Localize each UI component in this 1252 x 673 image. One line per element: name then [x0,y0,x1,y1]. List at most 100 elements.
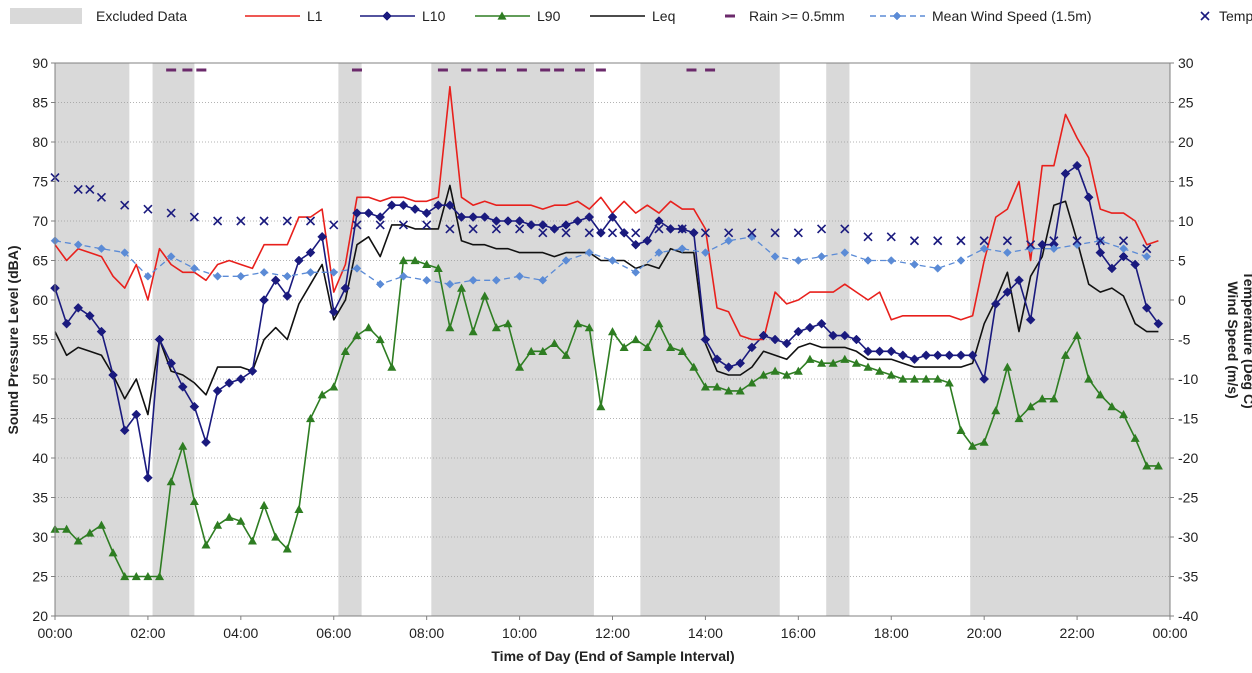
l10-point [561,220,571,230]
l10-point [839,330,850,341]
l10-point [375,212,386,222]
y-left-tick-label: 80 [32,134,48,150]
l90-point [689,362,699,371]
l10-point [305,247,316,258]
legend-leq-label: Leq [652,8,675,24]
l90-point [178,441,188,450]
l90-point [433,263,443,272]
l10-point [770,334,780,345]
l10-point [898,350,908,361]
y-axis-right-title-wind: Wind Speed (m/s) [1225,281,1241,398]
mean-wind-speed-1-5m-point [97,244,106,254]
mean-wind-speed-1-5m-point [608,256,617,265]
series-markers [50,160,1164,581]
y-left-tick-label: 50 [32,371,48,387]
mean-wind-speed-1-5m-point [1049,244,1059,254]
l10-point [1014,275,1024,286]
mean-wind-speed-1-5m-point [259,267,269,277]
x-tick-label: 20:00 [967,625,1002,641]
mean-wind-speed-1-5m-point [375,279,385,289]
legend-temp-swatch [1200,11,1210,21]
y-left-tick-label: 60 [32,292,48,308]
l10-point [143,472,153,483]
l90-point [1153,461,1163,470]
legend-l10-swatch-marker [382,11,392,21]
temp-point [515,224,525,234]
l10-point [688,227,699,238]
l90-point [933,374,943,383]
temp-point [398,220,409,230]
legend-mean-wind-speed-1-5m-swatch-marker [892,11,902,21]
l10-point [201,437,211,448]
l90-point [677,346,687,355]
mean-wind-speed-1-5m-point [910,260,919,269]
l10-point [131,409,142,420]
x-tick-label: 00:00 [1152,625,1187,641]
mean-wind-speed-1-5m-point [166,252,176,261]
l90-point [1049,394,1059,403]
l10-point [1095,247,1106,258]
excluded-data-bands [55,63,1170,616]
l10-point [793,326,804,337]
mean-wind-speed-1-5m-point [468,275,478,285]
mean-wind-speed-1-5m-point [886,256,896,265]
temp-point [85,184,95,194]
mean-wind-speed-1-5m-point [863,256,873,265]
temp-point [282,216,292,226]
temp-point [352,220,362,230]
temp-point [724,228,734,238]
l90-point [608,327,617,336]
x-tick-label: 10:00 [502,625,537,641]
l10-point [421,208,432,218]
y-left-tick-label: 70 [32,213,48,229]
y-right-tick-label: -20 [1178,450,1198,466]
mean-wind-speed-1-5m-point [492,275,501,285]
l10-point [154,334,165,345]
temp-point [770,228,780,238]
legend-l90-swatch-marker [497,11,507,20]
l10-point [224,378,235,388]
mean-wind-speed-1-5m-point [143,271,153,281]
legend-l1: L1 [245,8,323,24]
l90-point [120,572,130,581]
l90-point [375,335,385,344]
l10-point [654,216,664,226]
x-tick-label: 12:00 [595,625,630,641]
l10-point [514,216,525,226]
x-tick-label: 22:00 [1060,625,1095,641]
temp-point [933,236,943,246]
l10-point [108,370,118,380]
legend-l10-label: L10 [422,8,446,24]
y-right-tick-label: -15 [1178,411,1198,427]
l10-point [665,224,676,234]
y-axis-right-title-temp: Temperature (Deg C) [1241,271,1252,408]
l10-point [944,350,955,361]
l10-point [433,200,444,211]
y-right-tick-label: -40 [1178,608,1198,624]
mean-wind-speed-1-5m-point [724,236,733,246]
mean-wind-speed-1-5m-point [399,271,408,281]
l10-point [932,350,943,361]
temp-point [189,212,199,222]
l90-point [851,358,861,367]
l90-point [1002,362,1012,371]
temp-point [1118,236,1129,246]
temp-point [1072,236,1082,246]
l90-point [875,366,885,375]
temp-point [747,228,757,238]
l10-point [921,350,931,361]
y-right-tick-label: 15 [1178,174,1194,190]
mean-wind-speed-1-5m-point [840,248,850,257]
l90-point [793,366,803,375]
legend-mean-wind-speed-1-5m-label: Mean Wind Speed (1.5m) [932,8,1092,24]
y-axis-left-title: Sound Pressure Level (dBA) [5,245,21,434]
y-left-tick-label: 90 [32,55,48,71]
temp-point [700,228,710,238]
temp-point [73,184,83,194]
mean-wind-speed-1-5m-point [190,264,199,273]
temp-point [120,200,130,210]
l10-point [1141,303,1152,313]
mean-wind-speed-1-5m-point [515,271,524,281]
l90-point [712,382,722,391]
